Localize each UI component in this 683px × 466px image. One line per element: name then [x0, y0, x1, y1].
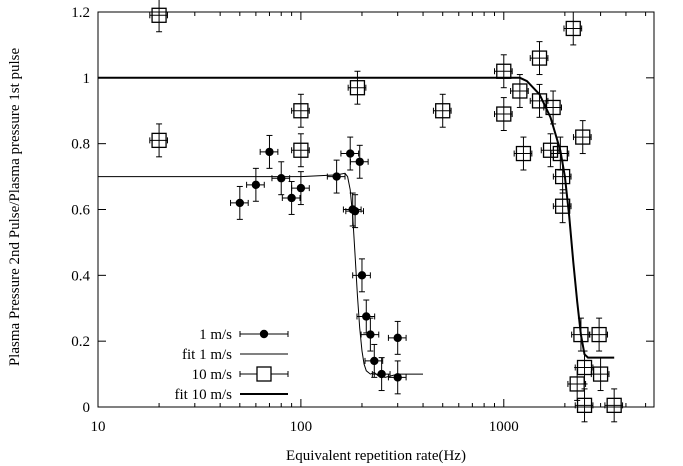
- data-point-10ms: [591, 326, 607, 343]
- error-bar: [529, 41, 549, 76]
- data-point-1ms: [393, 373, 402, 382]
- legend-label: 1 m/s: [199, 327, 232, 343]
- error-bar: [494, 54, 513, 89]
- error-bar: [552, 189, 572, 224]
- data-point-1ms: [251, 180, 261, 190]
- data-point-1ms: [350, 206, 360, 216]
- data-point-10ms: [349, 80, 366, 96]
- error-bar: [513, 136, 533, 171]
- data-point-10ms: [554, 198, 571, 214]
- error-bar: [572, 120, 592, 155]
- data-point-10ms: [606, 397, 622, 414]
- error-bar: [291, 133, 310, 168]
- y-tick-label: 0.8: [71, 137, 90, 153]
- x-tick-label: 1000: [489, 419, 519, 435]
- y-tick-label: 1.2: [71, 5, 90, 21]
- error-bar: [540, 133, 560, 168]
- legend-label: fit 10 m/s: [174, 387, 232, 403]
- data-point-1ms: [332, 172, 341, 181]
- y-tick-label: 0.4: [71, 268, 90, 284]
- data-point-1ms: [357, 271, 367, 280]
- x-axis-label: Equivalent repetition rate(Hz): [286, 448, 466, 464]
- data-point-10ms: [435, 103, 451, 119]
- data-point-10ms: [542, 142, 559, 158]
- error-bar: [494, 97, 513, 131]
- data-point-10ms: [554, 168, 571, 185]
- data-point-10ms: [293, 103, 309, 119]
- data-point-10ms: [576, 397, 593, 414]
- data-point-1ms: [346, 149, 355, 158]
- error-bar: [574, 350, 594, 385]
- y-axis-label: Plasma Pressure 2nd Pulse/Plasma pressur…: [7, 48, 23, 367]
- data-point-10ms: [592, 366, 609, 382]
- error-bar: [510, 74, 529, 108]
- data-point-10ms: [575, 129, 591, 145]
- legend-label: 10 m/s: [192, 367, 233, 383]
- data-point-1ms: [377, 369, 386, 379]
- error-bar: [604, 388, 624, 423]
- error-bar: [432, 93, 452, 128]
- y-tick-label: 1: [83, 71, 91, 87]
- error-bar: [543, 90, 562, 125]
- data-point-1ms: [355, 157, 364, 166]
- error-bar: [590, 357, 610, 392]
- data-point-10ms: [531, 50, 548, 66]
- error-bar: [347, 70, 367, 105]
- legend-10ms-symbol: [239, 366, 289, 382]
- data-point-10ms: [545, 99, 561, 116]
- data-point-1ms: [296, 183, 306, 193]
- data-point-10ms: [512, 83, 528, 99]
- data-point-10ms: [496, 63, 512, 79]
- data-point-10ms: [151, 7, 167, 23]
- data-point-1ms: [235, 198, 245, 208]
- data-point-10ms: [576, 359, 593, 376]
- data-point-1ms: [393, 333, 402, 343]
- data-point-1ms: [366, 330, 375, 339]
- data-point-1ms: [370, 356, 379, 366]
- data-point-1ms: [265, 147, 274, 157]
- error-bar: [291, 93, 310, 128]
- error-bar: [149, 123, 168, 158]
- data-point-10ms: [293, 142, 309, 158]
- error-bar: [589, 317, 609, 352]
- y-tick-label: 0.2: [71, 334, 90, 350]
- error-bar: [574, 388, 594, 423]
- data-point-1ms: [287, 193, 296, 203]
- data-point-10ms: [515, 145, 532, 162]
- y-tick-label: 0: [83, 400, 91, 416]
- legend-label: fit 1 m/s: [182, 347, 232, 363]
- error-bar: [149, 0, 168, 33]
- y-tick-label: 0.6: [71, 203, 90, 219]
- x-tick-label: 10: [91, 419, 106, 435]
- data-point-10ms: [565, 20, 581, 37]
- data-point-10ms: [151, 132, 167, 149]
- error-bar: [563, 11, 583, 46]
- legend-1ms-symbol: [239, 329, 289, 339]
- fit-10ms-line: [98, 76, 615, 359]
- data-point-1ms: [277, 174, 286, 183]
- data-point-10ms: [573, 326, 589, 343]
- x-tick-label: 100: [290, 419, 313, 435]
- data-point-10ms: [496, 106, 512, 122]
- data-point-1ms: [362, 312, 371, 321]
